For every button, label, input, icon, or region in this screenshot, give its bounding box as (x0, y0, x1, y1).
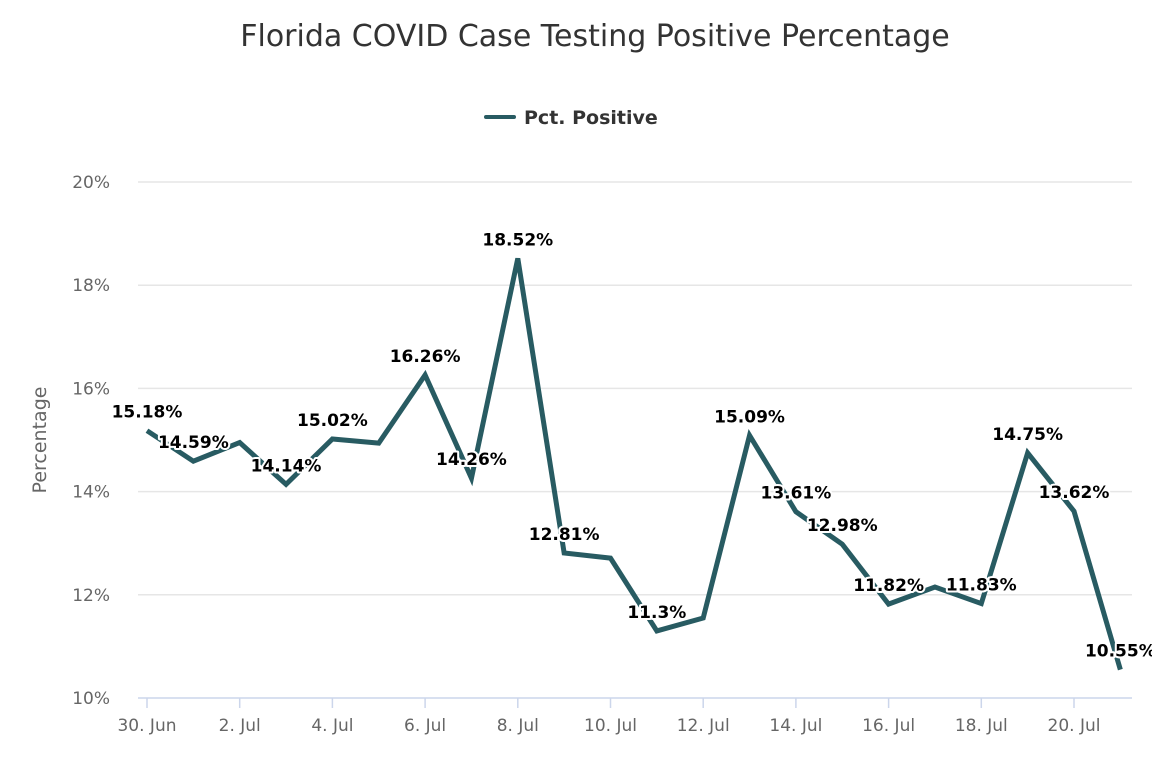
y-tick-label: 20% (72, 173, 110, 193)
data-point[interactable] (1022, 447, 1034, 459)
x-tick-label: 30. Jun (117, 716, 176, 736)
legend-item[interactable]: Pct. Positive (484, 107, 658, 129)
data-point[interactable] (234, 437, 246, 449)
x-tick-label: 12. Jul (677, 716, 730, 736)
data-point[interactable] (1114, 664, 1126, 676)
x-tick-label: 8. Jul (497, 716, 539, 736)
data-point[interactable] (790, 506, 802, 518)
data-label: 12.81% (529, 525, 600, 545)
y-tick-label: 14% (72, 483, 110, 503)
x-tick-label: 10. Jul (584, 716, 637, 736)
data-label: 16.26% (390, 347, 461, 367)
data-label: 13.61% (760, 484, 831, 504)
series-line (145, 257, 1123, 671)
data-label: 10.55% (1085, 642, 1152, 662)
data-point[interactable] (1068, 505, 1080, 517)
data-label: 11.83% (946, 576, 1017, 596)
data-point[interactable] (744, 429, 756, 441)
data-point[interactable] (373, 437, 385, 449)
data-label: 14.75% (992, 425, 1063, 445)
x-tick-label: 20. Jul (1048, 716, 1101, 736)
data-point[interactable] (187, 455, 199, 467)
data-point[interactable] (419, 369, 431, 381)
data-label: 18.52% (482, 230, 553, 250)
x-tick-label: 16. Jul (862, 716, 915, 736)
data-point[interactable] (929, 581, 941, 593)
data-label: 15.09% (714, 407, 785, 427)
data-point[interactable] (141, 425, 153, 437)
data-point[interactable] (605, 552, 617, 564)
data-point[interactable] (512, 252, 524, 264)
data-point[interactable] (651, 625, 663, 637)
x-tick-label: 14. Jul (769, 716, 822, 736)
data-point[interactable] (558, 547, 570, 559)
data-point[interactable] (465, 472, 477, 484)
data-label: 14.14% (251, 456, 322, 476)
y-tick-label: 10% (72, 689, 110, 709)
x-tick-label: 18. Jul (955, 716, 1008, 736)
data-label: 11.82% (853, 576, 924, 596)
x-tick-label: 4. Jul (311, 716, 353, 736)
data-point[interactable] (280, 478, 292, 490)
x-tick-label: 2. Jul (219, 716, 261, 736)
legend-label: Pct. Positive (524, 107, 658, 129)
data-point[interactable] (326, 433, 338, 445)
y-tick-label: 16% (72, 379, 110, 399)
data-label: 15.18% (112, 403, 183, 423)
y-tick-label: 12% (72, 586, 110, 606)
data-label: 12.98% (807, 516, 878, 536)
data-point[interactable] (975, 598, 987, 610)
data-point[interactable] (836, 538, 848, 550)
y-axis-title: Percentage (29, 387, 51, 494)
data-label: 15.02% (297, 411, 368, 431)
data-label: 14.59% (158, 433, 229, 453)
data-label: 13.62% (1039, 483, 1110, 503)
y-tick-label: 18% (72, 276, 110, 296)
data-label: 14.26% (436, 450, 507, 470)
chart-title: Florida COVID Case Testing Positive Perc… (240, 19, 950, 54)
data-label: 11.3% (627, 603, 686, 623)
data-point[interactable] (883, 598, 895, 610)
x-tick-label: 6. Jul (404, 716, 446, 736)
data-point[interactable] (697, 612, 709, 624)
